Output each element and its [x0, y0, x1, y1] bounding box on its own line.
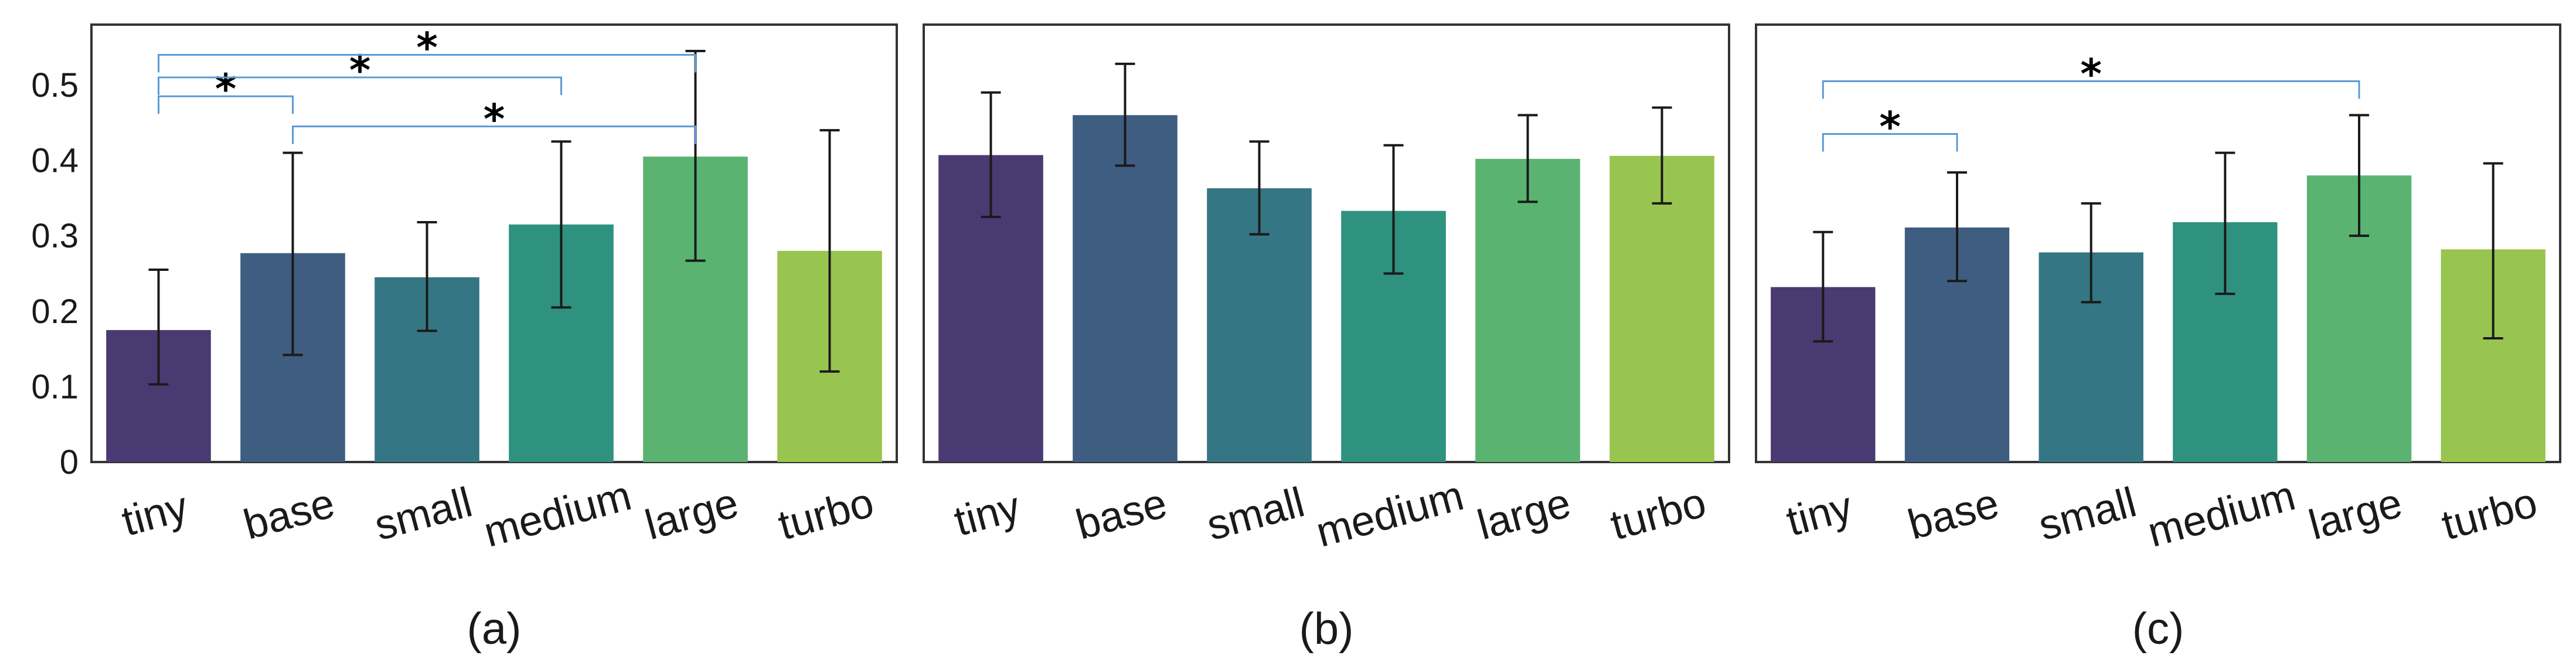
panel-label: (c): [2132, 604, 2184, 654]
panel-label: (b): [1299, 604, 1354, 654]
significance-bracket: [158, 53, 696, 73]
bar-turbo[interactable]: [1609, 155, 1714, 462]
x-tick-label-base: base: [239, 480, 340, 549]
panel-label: (a): [467, 604, 522, 654]
significance-star: *: [484, 96, 505, 144]
x-tick-label-turbo: turbo: [774, 479, 879, 549]
significance-bracket: [158, 76, 562, 96]
significance-bracket: [292, 125, 696, 144]
x-tick-label-large: large: [641, 479, 743, 549]
significance-bracket: [158, 95, 294, 114]
x-tick-label-medium: medium: [479, 472, 636, 556]
y-tick-label: 0.4: [31, 142, 79, 180]
bar-large[interactable]: [1475, 158, 1580, 462]
x-tick-label-turbo: turbo: [1606, 479, 1711, 549]
panel-2-frame: [923, 23, 1730, 463]
significance-bracket: [1822, 133, 1958, 152]
x-tick-label-tiny: tiny: [117, 483, 193, 545]
y-tick-label: 0: [60, 443, 79, 481]
x-tick-label-small: small: [1202, 478, 1309, 549]
y-tick-label: 0.1: [31, 368, 79, 406]
panel-3-frame: [1755, 23, 2561, 463]
x-tick-label-large: large: [2304, 479, 2407, 549]
x-tick-label-tiny: tiny: [950, 483, 1025, 545]
y-tick-label: 0.2: [31, 293, 79, 331]
significance-bracket: [1822, 80, 2360, 99]
y-tick-label: 0.3: [31, 217, 79, 255]
significance-star: *: [416, 23, 438, 72]
x-tick-label-tiny: tiny: [1782, 483, 1857, 545]
y-tick-label: 0.5: [31, 66, 79, 104]
significance-star: *: [349, 46, 371, 94]
x-tick-label-medium: medium: [1311, 472, 1468, 556]
x-tick-label-base: base: [1071, 480, 1172, 549]
significance-star: *: [1879, 103, 1901, 151]
x-tick-label-base: base: [1903, 480, 2004, 549]
x-tick-label-large: large: [1473, 479, 1575, 549]
x-tick-label-small: small: [2034, 478, 2141, 549]
x-tick-label-turbo: turbo: [2437, 479, 2542, 549]
bar-base[interactable]: [1073, 115, 1178, 462]
panel-1-frame: [90, 23, 898, 463]
significance-star: *: [2080, 50, 2102, 98]
significance-star: *: [215, 65, 237, 113]
x-tick-label-medium: medium: [2143, 472, 2300, 556]
x-tick-label-small: small: [370, 478, 477, 549]
